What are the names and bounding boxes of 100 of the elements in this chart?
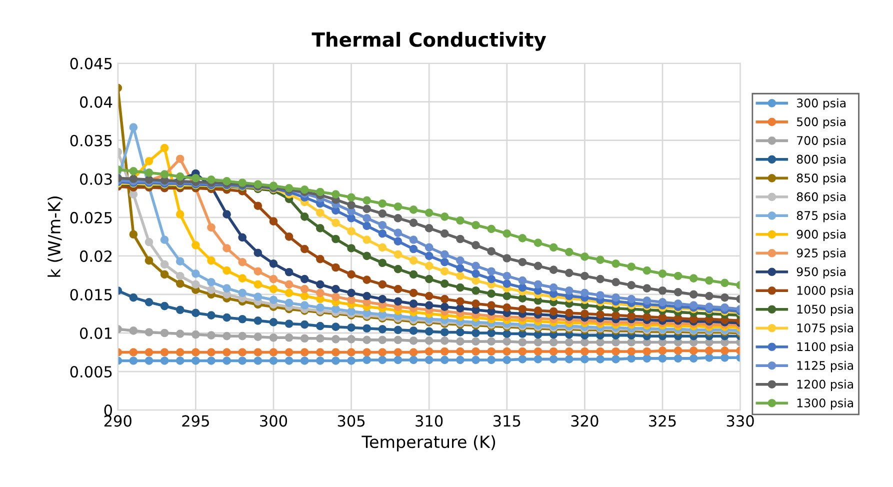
point xyxy=(424,252,434,260)
point xyxy=(424,301,434,310)
y-tick-label: 0.015 xyxy=(70,288,112,300)
point xyxy=(300,212,309,221)
point xyxy=(160,270,169,279)
legend-label: 875 psia xyxy=(796,210,846,222)
point xyxy=(332,284,340,294)
point xyxy=(332,190,340,198)
point xyxy=(689,301,698,310)
point xyxy=(440,356,449,364)
legend-label: 950 psia xyxy=(796,267,846,278)
point xyxy=(284,280,294,289)
point xyxy=(144,238,154,246)
point xyxy=(502,254,512,262)
point xyxy=(207,223,216,232)
point xyxy=(332,218,340,227)
point xyxy=(394,326,402,334)
point xyxy=(627,281,636,290)
point xyxy=(689,346,698,355)
point xyxy=(720,346,729,355)
point xyxy=(689,290,698,299)
point xyxy=(269,333,278,342)
point xyxy=(487,328,496,338)
point xyxy=(332,292,340,301)
point xyxy=(238,332,247,340)
point xyxy=(674,272,682,280)
point xyxy=(362,222,372,230)
point xyxy=(564,308,574,318)
point xyxy=(440,294,449,304)
point xyxy=(160,356,169,365)
point xyxy=(472,347,480,356)
point xyxy=(144,157,154,166)
point xyxy=(705,302,714,311)
point xyxy=(658,313,667,322)
point xyxy=(534,347,542,356)
point xyxy=(456,356,464,364)
chart-title: Thermal Conductivity xyxy=(312,32,546,51)
point xyxy=(192,308,200,318)
point xyxy=(720,353,729,362)
point xyxy=(347,296,356,304)
point xyxy=(207,175,216,184)
point xyxy=(596,347,604,356)
point xyxy=(347,307,356,316)
legend-label: 300 psia xyxy=(797,98,846,110)
point xyxy=(642,312,652,321)
point xyxy=(362,196,372,205)
point xyxy=(362,236,372,244)
point xyxy=(207,256,216,265)
point xyxy=(192,174,200,182)
point xyxy=(487,301,496,310)
point xyxy=(284,232,294,241)
point xyxy=(502,337,512,346)
point xyxy=(580,252,589,261)
point xyxy=(534,338,542,346)
point xyxy=(674,300,682,308)
point xyxy=(362,204,372,214)
point xyxy=(518,347,527,356)
point xyxy=(378,356,387,364)
point xyxy=(176,348,184,356)
point xyxy=(658,270,667,278)
x-tick-label: 295 xyxy=(182,415,209,427)
point xyxy=(222,284,231,292)
point xyxy=(144,298,154,306)
point xyxy=(332,304,340,314)
point xyxy=(564,355,574,364)
point xyxy=(440,267,449,276)
point xyxy=(627,294,636,304)
point xyxy=(347,244,356,252)
point xyxy=(176,330,184,338)
point xyxy=(176,257,184,266)
point xyxy=(238,288,247,298)
legend-label: 925 psia xyxy=(796,248,846,260)
point xyxy=(254,292,262,301)
point xyxy=(362,356,372,364)
point xyxy=(300,356,309,365)
point xyxy=(456,337,464,346)
point xyxy=(612,293,620,302)
point xyxy=(378,280,387,289)
legend-label: 800 psia xyxy=(796,154,846,166)
point xyxy=(549,307,558,316)
point xyxy=(332,322,340,332)
y-tick-label: 0.04 xyxy=(80,96,112,108)
point xyxy=(549,355,558,364)
point xyxy=(362,276,372,284)
point xyxy=(642,354,652,363)
point xyxy=(238,258,247,266)
point xyxy=(378,243,387,252)
point xyxy=(347,193,356,202)
point xyxy=(502,330,512,338)
point xyxy=(269,259,278,268)
point xyxy=(456,264,464,272)
point xyxy=(409,256,418,265)
point xyxy=(409,300,418,308)
point xyxy=(238,274,247,282)
point xyxy=(222,356,231,365)
point xyxy=(580,338,589,346)
point xyxy=(284,298,294,308)
point xyxy=(472,286,480,295)
y-tick-label: 0.045 xyxy=(70,58,112,70)
point xyxy=(409,244,418,254)
